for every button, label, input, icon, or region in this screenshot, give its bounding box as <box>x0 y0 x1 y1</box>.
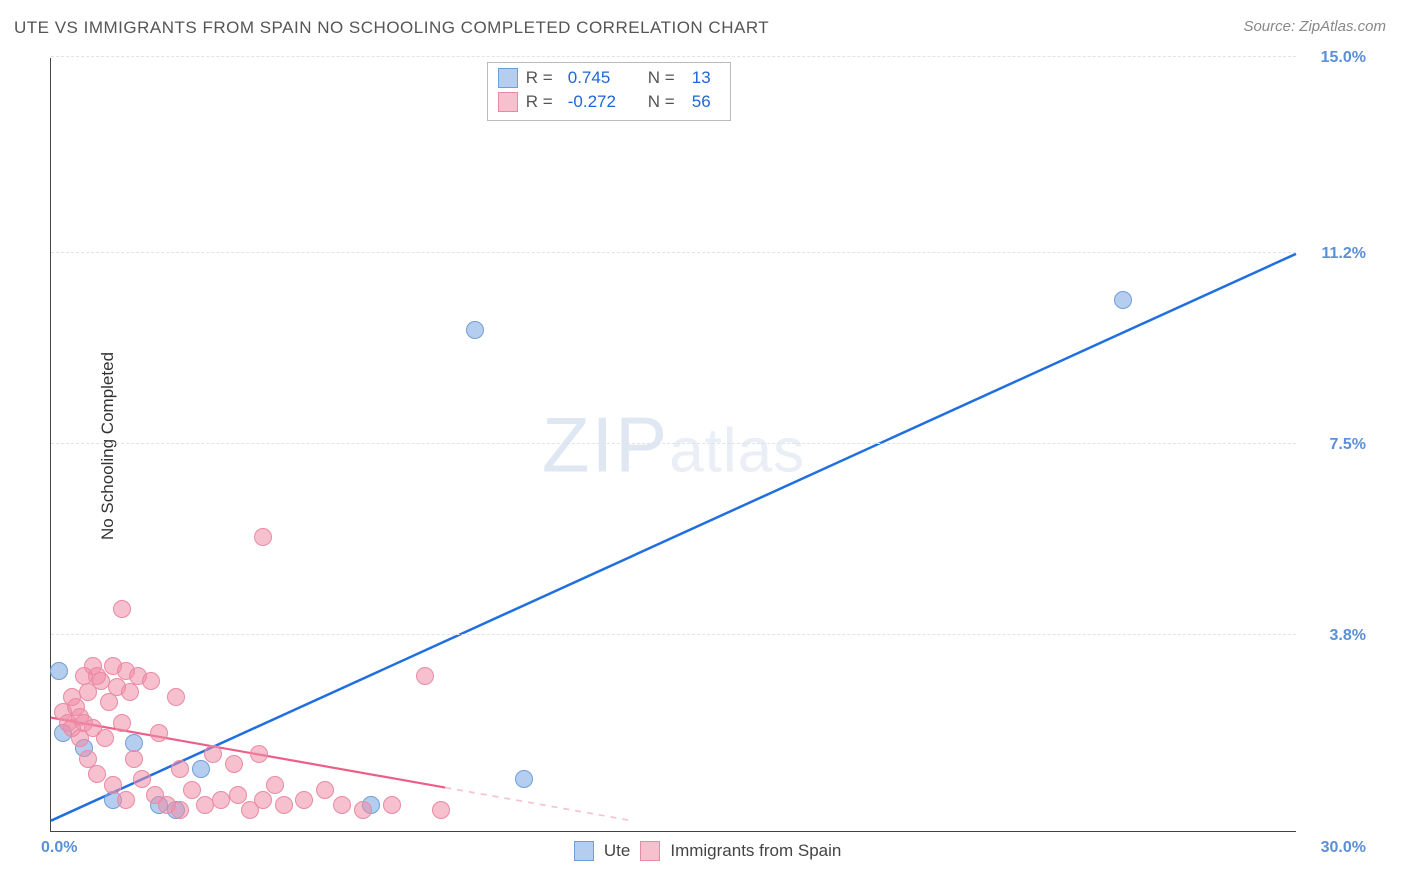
data-point <box>229 786 247 804</box>
y-tick-label: 15.0% <box>1321 49 1366 67</box>
data-point <box>466 321 484 339</box>
data-point <box>121 683 139 701</box>
data-point <box>50 662 68 680</box>
r-value: 0.745 <box>568 66 640 90</box>
legend-swatch <box>574 841 594 861</box>
data-point <box>125 750 143 768</box>
data-point <box>1114 291 1132 309</box>
stats-legend: R = 0.745 N = 13 R = -0.272 N = 56 <box>487 62 731 121</box>
data-point <box>383 796 401 814</box>
x-tick-label: 0.0% <box>41 839 77 857</box>
data-point <box>254 791 272 809</box>
data-point <box>133 770 151 788</box>
legend-swatch <box>498 68 518 88</box>
r-label: R = <box>526 66 560 90</box>
data-point <box>171 760 189 778</box>
chart-title: UTE VS IMMIGRANTS FROM SPAIN NO SCHOOLIN… <box>14 18 769 38</box>
scatter-plot: ZIP atlas 3.8%7.5%11.2%15.0%0.0%30.0%R =… <box>50 58 1296 832</box>
data-point <box>142 672 160 690</box>
source-label: Source: ZipAtlas.com <box>1243 18 1386 35</box>
stats-row: R = -0.272 N = 56 <box>498 90 720 114</box>
y-tick-label: 11.2% <box>1322 245 1366 263</box>
data-point <box>104 776 122 794</box>
data-point <box>316 781 334 799</box>
x-tick-label: 30.0% <box>1321 839 1366 857</box>
data-point <box>113 714 131 732</box>
r-label: R = <box>526 90 560 114</box>
data-point <box>100 693 118 711</box>
legend-label: Ute <box>604 841 630 861</box>
grid-line <box>51 634 1296 635</box>
data-point <box>171 801 189 819</box>
data-point <box>225 755 243 773</box>
data-point <box>183 781 201 799</box>
data-point <box>196 796 214 814</box>
grid-line <box>51 56 1296 57</box>
data-point <box>96 729 114 747</box>
data-point <box>416 667 434 685</box>
n-label: N = <box>648 90 684 114</box>
data-point <box>92 672 110 690</box>
n-value: 56 <box>692 90 720 114</box>
data-point <box>150 724 168 742</box>
data-point <box>117 791 135 809</box>
trend-line <box>51 254 1296 821</box>
data-point <box>167 688 185 706</box>
n-value: 13 <box>692 66 720 90</box>
grid-line <box>51 252 1296 253</box>
data-point <box>254 528 272 546</box>
series-legend: Ute Immigrants from Spain <box>574 841 841 861</box>
data-point <box>88 765 106 783</box>
data-point <box>295 791 313 809</box>
stats-row: R = 0.745 N = 13 <box>498 66 720 90</box>
data-point <box>266 776 284 794</box>
data-point <box>333 796 351 814</box>
grid-line <box>51 443 1296 444</box>
y-tick-label: 7.5% <box>1330 436 1366 454</box>
legend-swatch <box>498 92 518 112</box>
data-point <box>204 745 222 763</box>
data-point <box>515 770 533 788</box>
legend-swatch <box>640 841 660 861</box>
data-point <box>275 796 293 814</box>
trend-lines <box>51 58 1296 831</box>
data-point <box>432 801 450 819</box>
y-tick-label: 3.8% <box>1330 627 1366 645</box>
n-label: N = <box>648 66 684 90</box>
r-value: -0.272 <box>568 90 640 114</box>
data-point <box>354 801 372 819</box>
data-point <box>192 760 210 778</box>
data-point <box>113 600 131 618</box>
trend-line <box>445 788 632 821</box>
data-point <box>212 791 230 809</box>
legend-label: Immigrants from Spain <box>670 841 841 861</box>
data-point <box>250 745 268 763</box>
